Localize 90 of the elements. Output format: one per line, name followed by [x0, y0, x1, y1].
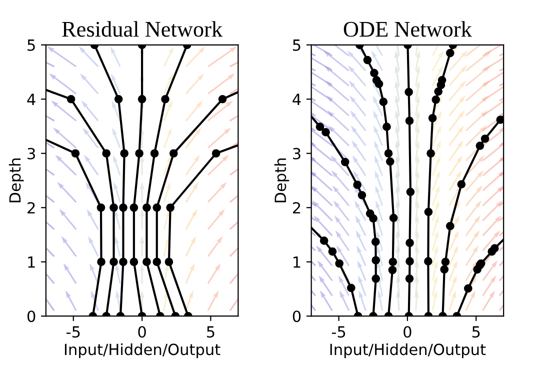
x-axis-title: Input/Hidden/Output: [330, 343, 486, 358]
point: [218, 94, 227, 104]
point: [169, 149, 178, 158]
point: [379, 98, 388, 106]
point: [386, 157, 394, 166]
y-tick-label: 1: [294, 256, 300, 268]
x-tick-label: -5: [332, 326, 346, 338]
point: [404, 88, 413, 96]
point: [346, 284, 356, 292]
point: [102, 149, 111, 158]
point: [440, 265, 449, 274]
point: [135, 149, 144, 158]
y-tick-label: 2: [28, 202, 35, 214]
x-tick-label: 5: [207, 326, 214, 338]
point: [441, 258, 450, 266]
point: [372, 256, 380, 264]
y-tick-label: 2: [293, 202, 300, 214]
point: [119, 203, 128, 212]
point: [161, 94, 170, 104]
point: [446, 48, 454, 58]
point: [164, 258, 174, 266]
point: [372, 76, 381, 84]
point: [424, 257, 432, 266]
point: [130, 203, 138, 212]
point: [496, 116, 504, 124]
point: [480, 134, 490, 143]
point: [370, 68, 378, 78]
point: [406, 188, 415, 196]
point: [130, 258, 138, 266]
point: [363, 56, 372, 64]
point: [110, 258, 118, 266]
point: [405, 116, 414, 126]
x-tick-label: -5: [66, 326, 80, 338]
y-tick-label: 4: [27, 94, 36, 105]
point: [446, 222, 454, 230]
point: [328, 247, 337, 256]
point: [142, 258, 151, 266]
y-tick-label: 3: [293, 148, 300, 160]
point: [371, 238, 380, 246]
point: [372, 274, 380, 283]
point: [119, 258, 128, 266]
point: [66, 94, 76, 104]
point: [428, 114, 437, 122]
point: [152, 258, 162, 266]
y-tick-label: 0: [292, 310, 301, 322]
point: [434, 87, 443, 96]
x-tick-label: 0: [404, 326, 412, 338]
point: [110, 203, 118, 212]
point: [166, 203, 174, 212]
point: [406, 238, 414, 248]
point: [335, 259, 344, 268]
point: [71, 149, 80, 158]
point: [150, 149, 159, 158]
point: [152, 203, 162, 212]
point: [406, 257, 414, 266]
point: [382, 122, 391, 131]
chart-title: ODE Network: [344, 21, 472, 37]
point: [97, 258, 106, 266]
point: [96, 203, 106, 212]
point: [212, 149, 220, 158]
point: [388, 266, 397, 274]
point: [120, 149, 128, 158]
point: [388, 258, 398, 266]
point: [366, 209, 374, 218]
y-axis-title: Depth: [274, 158, 290, 202]
point: [405, 274, 414, 283]
point: [384, 149, 393, 158]
point: [426, 149, 435, 158]
point: [389, 214, 398, 222]
y-tick-label: 1: [28, 256, 35, 268]
y-tick-label: 5: [293, 40, 300, 51]
point: [432, 96, 440, 104]
point: [490, 244, 499, 252]
point: [142, 203, 151, 212]
point: [114, 94, 123, 104]
x-tick-label: 5: [472, 326, 480, 338]
point: [340, 158, 350, 166]
y-tick-label: 4: [292, 94, 301, 105]
x-tick-label: 0: [138, 326, 146, 338]
point: [424, 208, 433, 216]
y-tick-label: 5: [28, 40, 35, 51]
point: [476, 142, 484, 150]
y-tick-label: 3: [28, 148, 35, 160]
y-tick-label: 0: [27, 310, 36, 322]
point: [457, 180, 466, 188]
chart-title: Residual Network: [62, 21, 223, 37]
x-axis-title: Input/Hidden/Output: [64, 343, 220, 358]
y-axis-title: Depth: [8, 158, 24, 202]
point: [138, 94, 146, 104]
point: [322, 128, 330, 136]
